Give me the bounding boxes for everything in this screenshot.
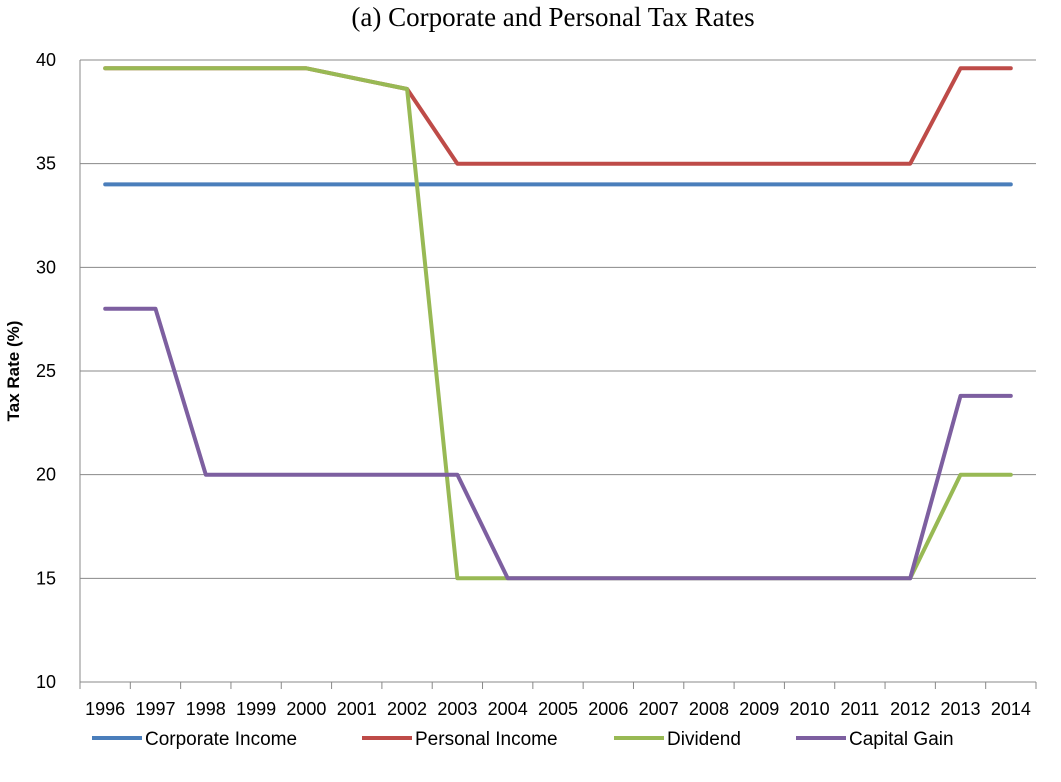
y-tick-label: 25 — [36, 361, 56, 381]
x-tick-label: 1998 — [186, 699, 226, 719]
x-tick-label: 2001 — [337, 699, 377, 719]
x-tick-label: 2002 — [387, 699, 427, 719]
x-tick-label: 2011 — [841, 699, 880, 719]
legend-label: Personal Income — [415, 729, 558, 750]
series-line-personal-income — [103, 66, 1013, 166]
y-tick-label: 35 — [36, 154, 56, 174]
y-tick-label: 15 — [36, 568, 56, 588]
y-axis-label: Tax Rate (%) — [4, 321, 23, 422]
x-tick-label: 2005 — [538, 699, 578, 719]
x-tick-label: 2009 — [739, 699, 779, 719]
y-tick-label: 40 — [36, 50, 56, 70]
axes — [79, 60, 1037, 689]
x-tick-label: 2004 — [488, 699, 528, 719]
y-tick-label: 20 — [36, 465, 56, 485]
legend-item: Corporate Income — [92, 729, 297, 750]
y-tick-labels: 10 15 20 25 30 35 40 — [36, 50, 56, 692]
legend-item: Personal Income — [362, 729, 558, 750]
x-tick-label: 2013 — [941, 699, 981, 719]
x-tick-label: 1996 — [85, 699, 125, 719]
x-tick-label: 2012 — [890, 699, 930, 719]
series-lines — [103, 66, 1013, 581]
x-tick-label: 2000 — [286, 699, 326, 719]
x-tick-labels: 1996 1997 1998 1999 2000 2001 2002 2003 2004 2005… — [85, 699, 1031, 719]
grid-lines — [80, 59, 1036, 579]
legend-label: Capital Gain — [849, 729, 954, 750]
legend-item: Dividend — [614, 729, 741, 750]
legend-label: Corporate Income — [145, 729, 297, 750]
y-tick-label: 10 — [36, 672, 56, 692]
x-tick-label: 1997 — [135, 699, 175, 719]
series-line-dividend — [103, 66, 1013, 581]
legend: Corporate Income Personal Income Dividend C… — [92, 729, 954, 750]
x-tick-label: 2010 — [790, 699, 830, 719]
x-tick-label: 1999 — [236, 699, 276, 719]
y-tick-label: 30 — [36, 257, 56, 277]
chart-title: (a) Corporate and Personal Tax Rates — [351, 2, 754, 32]
x-tick-label: 2003 — [437, 699, 477, 719]
legend-label: Dividend — [667, 729, 741, 750]
x-tick-label: 2007 — [639, 699, 679, 719]
x-tick-label: 2008 — [689, 699, 729, 719]
legend-item: Capital Gain — [796, 729, 954, 750]
x-tick-label: 2006 — [588, 699, 628, 719]
x-tick-label: 2014 — [991, 699, 1031, 719]
series-line-capital-gain — [103, 306, 1013, 581]
